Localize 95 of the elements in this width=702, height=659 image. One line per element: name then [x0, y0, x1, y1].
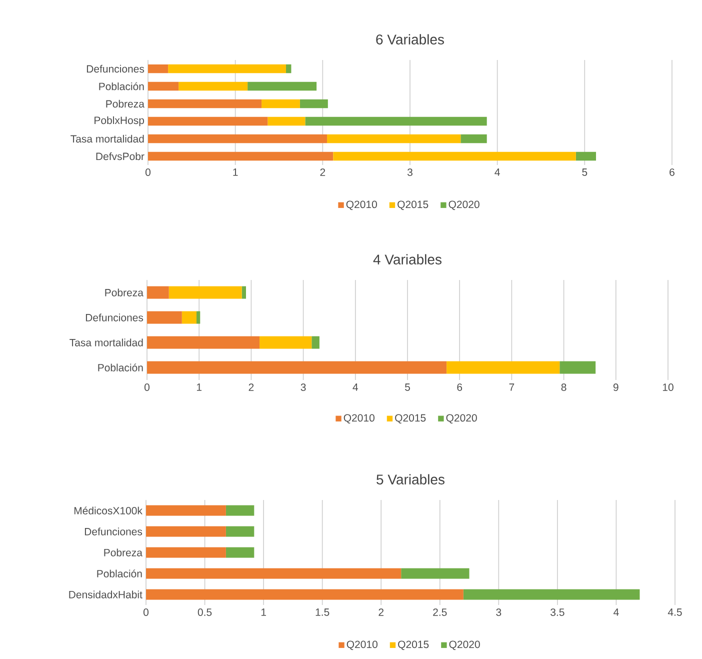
x-tick-label: 2 — [320, 168, 326, 176]
bar — [560, 361, 596, 374]
legend-label: Q2010 — [346, 200, 377, 210]
legend-label: Q2010 — [344, 414, 374, 424]
y-tick-label: Defunciones — [84, 528, 142, 536]
y-tick-label: Tasa mortalidad — [70, 338, 143, 346]
x-tick-label: 2 — [248, 384, 254, 391]
bar — [262, 99, 300, 108]
bar — [146, 589, 464, 600]
bar — [260, 336, 312, 349]
y-tick-label: Población — [97, 570, 142, 578]
x-tick-label: 2.5 — [433, 608, 447, 616]
bar — [146, 568, 402, 579]
bar — [146, 505, 226, 516]
bar — [148, 82, 179, 91]
x-tick-label: 3 — [496, 608, 502, 616]
bar — [248, 82, 317, 91]
y-tick-label: Defunciones — [86, 64, 144, 73]
y-tick-label: Población — [98, 364, 143, 372]
bar — [312, 336, 320, 349]
legend-label: Q2020 — [448, 200, 480, 210]
bar — [148, 116, 268, 126]
x-tick-label: 7 — [509, 384, 514, 391]
bar — [286, 64, 292, 74]
y-tick-label: Pobreza — [104, 548, 142, 556]
x-tick-label: 1 — [261, 608, 266, 616]
bar — [148, 134, 328, 144]
bar — [333, 152, 576, 161]
x-tick-label: 3 — [300, 384, 306, 391]
y-tick-label: PoblxHosp — [94, 116, 144, 126]
chart-title: 6 Variables — [376, 34, 444, 44]
legend-label: Q2020 — [449, 640, 480, 650]
bar — [226, 505, 254, 516]
x-tick-label: 1 — [233, 168, 238, 176]
x-tick-label: 2 — [378, 608, 384, 616]
bar — [182, 311, 196, 324]
x-tick-label: 5 — [582, 168, 588, 176]
chart-title: 5 Variables — [376, 474, 444, 484]
x-tick-label: 4.5 — [668, 608, 682, 616]
legend-label: Q2015 — [395, 414, 426, 424]
bar — [446, 361, 560, 374]
legend-label: Q2010 — [346, 640, 378, 650]
x-tick-label: 0 — [145, 168, 151, 176]
bar — [148, 64, 168, 74]
x-tick-label: 10 — [662, 384, 674, 391]
x-tick-label: 4 — [494, 168, 500, 176]
bar — [168, 286, 242, 299]
legend-label: Q2020 — [446, 414, 477, 424]
y-tick-label: Defunciones — [86, 314, 144, 322]
bar — [178, 82, 248, 91]
bar — [226, 526, 254, 537]
bar — [148, 99, 262, 108]
bar — [146, 526, 226, 537]
x-tick-label: 4 — [614, 608, 619, 616]
x-tick-label: 6 — [457, 384, 462, 391]
x-tick-label: 3.5 — [550, 608, 564, 616]
x-tick-label: 1.5 — [316, 608, 330, 616]
y-tick-label: DensidadxHabit — [69, 590, 142, 598]
x-tick-label: 1 — [196, 384, 202, 391]
bar — [401, 568, 470, 579]
y-tick-label: MédicosX100k — [74, 506, 142, 514]
y-tick-label: Pobreza — [106, 100, 144, 108]
legend-label: Q2015 — [398, 640, 429, 650]
y-tick-label: Pobreza — [105, 288, 144, 296]
bar — [196, 311, 200, 324]
bar — [146, 547, 226, 558]
y-tick-label: Población — [99, 82, 144, 90]
x-tick-label: 0.5 — [198, 608, 212, 616]
bar — [460, 134, 487, 144]
bar — [226, 547, 254, 558]
bar — [147, 336, 260, 349]
bar — [305, 116, 487, 126]
bar — [327, 134, 461, 144]
legend-label: Q2015 — [398, 200, 428, 210]
bar — [242, 286, 246, 299]
bar — [147, 311, 182, 324]
x-tick-label: 0 — [144, 384, 150, 391]
bar — [268, 116, 306, 126]
x-tick-label: 5 — [405, 384, 410, 391]
x-tick-label: 8 — [561, 384, 566, 391]
y-tick-label: Tasa mortalidad — [70, 134, 144, 143]
bar — [463, 589, 640, 600]
bar — [300, 99, 328, 108]
bar — [576, 152, 596, 161]
x-tick-label: 6 — [670, 168, 674, 176]
y-tick-label: DefvsPobr — [96, 152, 144, 160]
chart-title: 4 Variables — [373, 254, 442, 264]
bar — [147, 361, 447, 374]
bar — [147, 286, 169, 299]
x-tick-label: 9 — [613, 384, 618, 391]
x-tick-label: 3 — [407, 168, 412, 176]
x-tick-label: 0 — [143, 608, 149, 616]
x-tick-label: 4 — [352, 384, 358, 391]
bar — [148, 152, 334, 161]
bar — [168, 64, 286, 74]
